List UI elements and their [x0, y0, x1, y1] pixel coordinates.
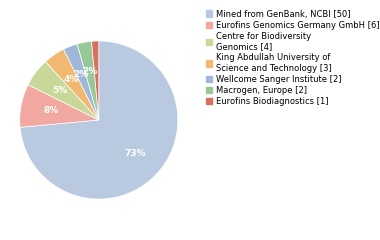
Text: 8%: 8%	[43, 107, 58, 115]
Text: 5%: 5%	[52, 86, 67, 95]
Wedge shape	[77, 41, 99, 120]
Wedge shape	[20, 85, 99, 127]
Text: 2%: 2%	[73, 70, 89, 79]
Wedge shape	[63, 44, 99, 120]
Text: 2%: 2%	[82, 67, 97, 76]
Legend: Mined from GenBank, NCBI [50], Eurofins Genomics Germany GmbH [6], Centre for Bi: Mined from GenBank, NCBI [50], Eurofins …	[206, 10, 379, 106]
Wedge shape	[46, 49, 99, 120]
Wedge shape	[92, 41, 99, 120]
Wedge shape	[28, 62, 99, 120]
Wedge shape	[20, 41, 178, 199]
Text: 4%: 4%	[63, 75, 79, 84]
Text: 73%: 73%	[124, 149, 146, 157]
